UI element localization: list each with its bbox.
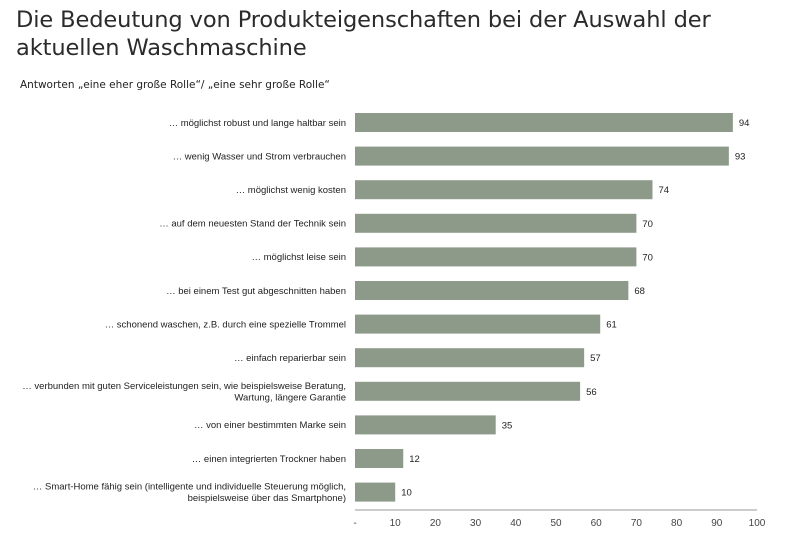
data-label: 70	[642, 252, 653, 263]
x-tick-label: 40	[510, 518, 522, 529]
x-tick-label: 50	[550, 518, 562, 529]
bar	[355, 113, 733, 132]
x-tick-label: 20	[430, 518, 442, 529]
bar	[355, 213, 637, 233]
data-label: 12	[409, 454, 420, 465]
category-label: … möglichst leise sein	[251, 252, 346, 263]
category-label: … verbunden mit guten Serviceleistungen …	[22, 381, 346, 404]
x-tick-label: 80	[671, 518, 683, 529]
x-tick-label: 100	[749, 518, 766, 529]
x-tick-label: 70	[631, 518, 643, 529]
data-label: 68	[634, 286, 645, 297]
category-label: … einen integrierten Trockner haben	[192, 454, 346, 465]
data-label: 35	[502, 420, 513, 431]
data-label: 56	[586, 387, 597, 398]
bar	[355, 314, 601, 334]
category-label: … möglichst robust und lange haltbar sei…	[169, 118, 346, 129]
x-tick-label: -	[353, 518, 356, 529]
category-label: … von einer bestimmten Marke sein	[194, 420, 346, 431]
x-tick-label: 60	[591, 518, 603, 529]
category-label: … bei einem Test gut abgeschnitten haben	[166, 286, 346, 297]
bar	[355, 348, 585, 368]
chart-subtitle: Antworten „eine eher große Rolle“/ „eine…	[20, 79, 330, 91]
bar	[355, 449, 404, 468]
data-label: 74	[658, 185, 669, 196]
bar	[355, 281, 629, 300]
bar	[355, 146, 729, 166]
x-tick-label: 30	[470, 518, 482, 529]
category-label: … auf dem neuesten Stand der Technik sei…	[159, 219, 346, 230]
chart-title: Die Bedeutung von Produkteigenschaften b…	[16, 7, 711, 61]
data-label: 10	[401, 488, 412, 499]
data-label: 57	[590, 353, 601, 364]
bar	[355, 415, 496, 435]
category-label: … wenig Wasser und Strom verbrauchen	[173, 151, 346, 162]
bar	[355, 482, 396, 502]
data-label: 70	[642, 219, 653, 230]
category-label: … einfach reparierbar sein	[234, 353, 346, 364]
category-label: … möglichst wenig kosten	[236, 185, 346, 196]
data-label: 93	[735, 152, 746, 163]
x-tick-label: 10	[390, 518, 402, 529]
bar	[355, 381, 581, 401]
data-label: 94	[739, 118, 750, 129]
data-label: 61	[606, 320, 617, 331]
x-tick-label: 90	[711, 518, 723, 529]
bar	[355, 247, 637, 267]
bar	[355, 180, 653, 200]
category-label: … schonend waschen, z.B. durch eine spez…	[105, 319, 346, 330]
category-label: … Smart-Home fähig sein (intelligente un…	[33, 482, 346, 505]
